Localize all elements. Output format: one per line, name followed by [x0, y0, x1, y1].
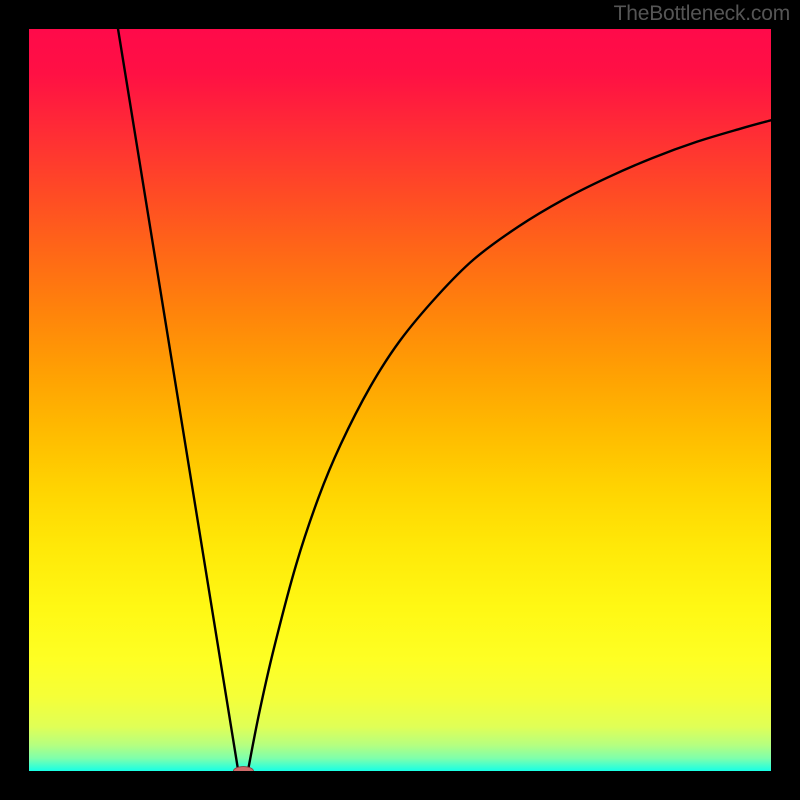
watermark-text: TheBottleneck.com: [614, 2, 790, 26]
gradient-background: [29, 29, 771, 771]
chart-svg: [29, 29, 771, 771]
bottleneck-chart: [29, 29, 771, 771]
